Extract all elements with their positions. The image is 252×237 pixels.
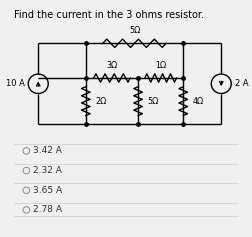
Text: 2.32 A: 2.32 A [33,166,62,175]
Text: 5Ω: 5Ω [128,26,140,35]
Text: 2.78 A: 2.78 A [33,205,62,214]
Text: 3.65 A: 3.65 A [33,186,62,195]
Text: 1Ω: 1Ω [154,61,166,70]
Text: 3Ω: 3Ω [106,61,117,70]
Text: Find the current in the 3 ohms resistor.: Find the current in the 3 ohms resistor. [14,10,204,20]
Text: 2Ω: 2Ω [95,97,106,106]
Text: 5Ω: 5Ω [147,97,158,106]
Text: 10 A: 10 A [6,79,25,88]
Text: 2 A: 2 A [234,79,247,88]
Text: 3.42 A: 3.42 A [33,146,62,155]
Text: 4Ω: 4Ω [192,97,203,106]
